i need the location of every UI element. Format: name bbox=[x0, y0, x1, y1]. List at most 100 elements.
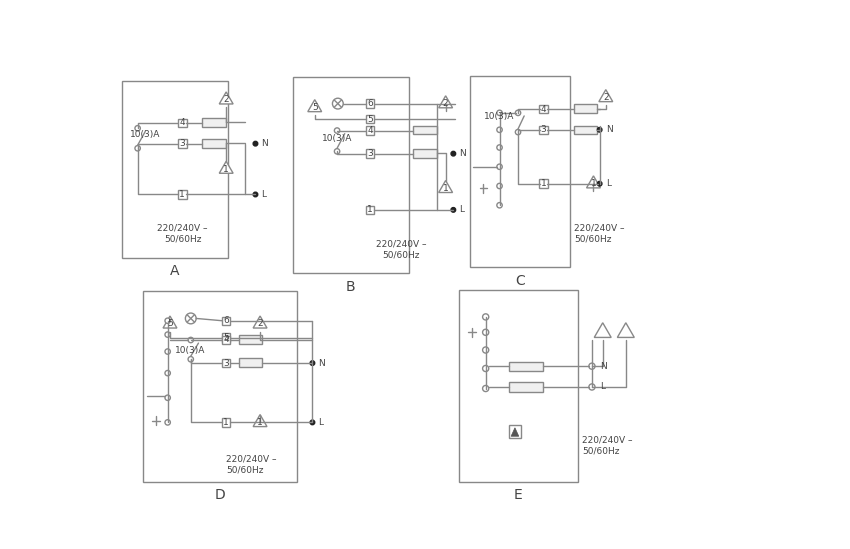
Text: 4: 4 bbox=[224, 335, 229, 345]
Bar bbox=[366, 206, 374, 214]
Circle shape bbox=[332, 98, 343, 109]
Bar bbox=[539, 105, 547, 113]
Text: 50/60Hz: 50/60Hz bbox=[575, 234, 612, 244]
Circle shape bbox=[497, 164, 502, 170]
Text: L: L bbox=[606, 179, 611, 188]
Text: B: B bbox=[346, 280, 356, 294]
Text: N: N bbox=[262, 139, 269, 148]
Bar bbox=[222, 418, 230, 427]
Text: 50/60Hz: 50/60Hz bbox=[164, 234, 201, 244]
Circle shape bbox=[497, 127, 502, 132]
Text: 10(3)A: 10(3)A bbox=[322, 134, 353, 143]
Text: 10(3)A: 10(3)A bbox=[130, 130, 161, 139]
Polygon shape bbox=[163, 316, 177, 328]
Bar bbox=[509, 425, 521, 438]
Text: N: N bbox=[599, 362, 606, 371]
Text: 1: 1 bbox=[224, 418, 229, 427]
Text: N: N bbox=[460, 149, 467, 158]
Polygon shape bbox=[253, 414, 267, 427]
Circle shape bbox=[497, 203, 502, 208]
Text: 3: 3 bbox=[179, 139, 185, 148]
Bar bbox=[366, 149, 374, 158]
Circle shape bbox=[451, 208, 456, 212]
Bar bbox=[509, 382, 543, 391]
Text: 220/240V –: 220/240V – bbox=[157, 224, 208, 233]
Text: 6: 6 bbox=[224, 316, 229, 325]
Polygon shape bbox=[219, 92, 233, 104]
Text: N: N bbox=[606, 125, 613, 135]
Bar bbox=[366, 99, 374, 108]
Bar bbox=[412, 126, 437, 135]
Polygon shape bbox=[594, 323, 611, 338]
Text: N: N bbox=[319, 358, 326, 368]
Bar bbox=[222, 333, 230, 342]
Bar bbox=[412, 149, 437, 158]
Bar bbox=[366, 126, 374, 135]
Circle shape bbox=[334, 128, 340, 133]
Text: 1: 1 bbox=[258, 418, 263, 427]
Text: 50/60Hz: 50/60Hz bbox=[226, 466, 264, 475]
Bar bbox=[143, 292, 297, 483]
Text: 220/240V –: 220/240V – bbox=[582, 435, 632, 445]
Text: 10(3)A: 10(3)A bbox=[484, 112, 514, 121]
Circle shape bbox=[451, 152, 456, 156]
Text: L: L bbox=[319, 418, 324, 427]
Polygon shape bbox=[617, 323, 634, 338]
Circle shape bbox=[497, 145, 502, 150]
Bar bbox=[293, 77, 409, 273]
Bar bbox=[222, 336, 230, 344]
Circle shape bbox=[188, 356, 194, 362]
Text: 1: 1 bbox=[179, 190, 185, 199]
Bar bbox=[459, 290, 578, 483]
Polygon shape bbox=[308, 100, 321, 111]
Circle shape bbox=[165, 419, 170, 425]
Circle shape bbox=[253, 141, 258, 146]
Text: 1: 1 bbox=[541, 179, 547, 188]
Text: 2: 2 bbox=[443, 99, 449, 108]
Text: 2: 2 bbox=[603, 93, 609, 102]
Circle shape bbox=[165, 371, 170, 376]
Polygon shape bbox=[599, 89, 613, 102]
Bar bbox=[178, 119, 186, 127]
Text: 50/60Hz: 50/60Hz bbox=[382, 250, 420, 259]
Text: 5: 5 bbox=[167, 320, 173, 328]
Bar bbox=[201, 118, 226, 127]
Polygon shape bbox=[219, 161, 233, 173]
Text: 3: 3 bbox=[541, 125, 547, 135]
Text: 4: 4 bbox=[367, 126, 373, 135]
Text: 220/240V –: 220/240V – bbox=[376, 239, 426, 248]
Text: 4: 4 bbox=[541, 104, 547, 114]
Text: 3: 3 bbox=[367, 149, 373, 158]
Circle shape bbox=[135, 126, 140, 131]
Bar bbox=[539, 180, 547, 188]
Bar bbox=[539, 126, 547, 134]
Polygon shape bbox=[253, 316, 267, 328]
Bar bbox=[509, 362, 543, 371]
Bar bbox=[240, 358, 263, 367]
Text: 1: 1 bbox=[224, 165, 229, 173]
Text: 2: 2 bbox=[258, 320, 263, 328]
Polygon shape bbox=[439, 181, 452, 193]
Circle shape bbox=[483, 347, 489, 353]
Bar bbox=[470, 76, 570, 267]
Circle shape bbox=[483, 366, 489, 372]
Circle shape bbox=[589, 363, 595, 369]
Bar bbox=[178, 139, 186, 148]
Circle shape bbox=[165, 349, 170, 354]
Text: 10(3)A: 10(3)A bbox=[175, 345, 206, 355]
Text: L: L bbox=[599, 383, 604, 391]
Bar bbox=[240, 335, 263, 344]
Circle shape bbox=[598, 181, 602, 186]
Text: 3: 3 bbox=[224, 358, 229, 368]
Circle shape bbox=[188, 337, 194, 343]
Bar bbox=[222, 359, 230, 367]
Circle shape bbox=[185, 313, 196, 324]
Circle shape bbox=[334, 149, 340, 154]
Circle shape bbox=[483, 329, 489, 335]
Circle shape bbox=[165, 318, 170, 323]
Text: 1: 1 bbox=[591, 179, 597, 188]
Bar bbox=[575, 126, 598, 135]
Text: 50/60Hz: 50/60Hz bbox=[582, 446, 620, 455]
Bar bbox=[575, 104, 598, 113]
Bar bbox=[222, 317, 230, 325]
